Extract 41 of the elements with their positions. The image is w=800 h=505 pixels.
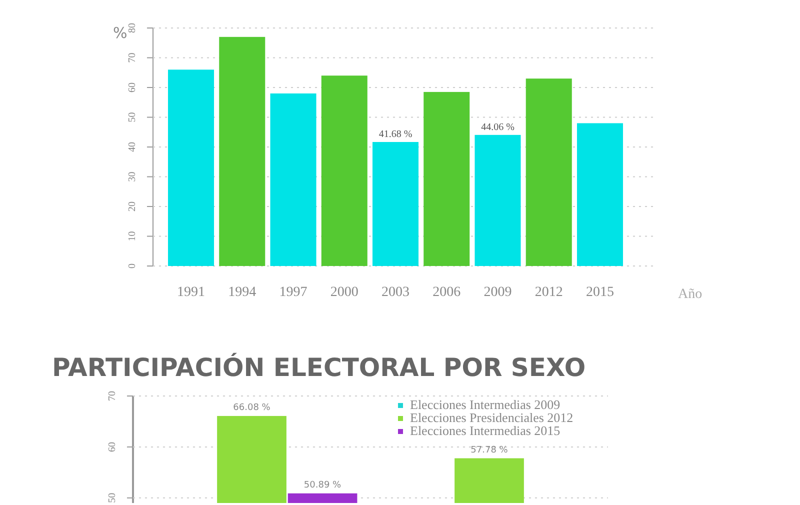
bar xyxy=(168,70,214,266)
x-tick-label: 1991 xyxy=(177,285,206,300)
y-tick-label: 30 xyxy=(127,172,138,182)
bar xyxy=(321,76,368,266)
legend-label: Elecciones Intermedias 2015 xyxy=(410,423,560,438)
y-tick-label: 80 xyxy=(127,23,138,33)
bar xyxy=(576,123,623,266)
chart-title: PARTICIPACIÓN ELECTORAL POR SEXO xyxy=(52,352,586,382)
bar xyxy=(372,142,419,266)
x-tick-label: 2003 xyxy=(382,285,410,300)
bar xyxy=(424,92,470,266)
bar xyxy=(474,134,521,266)
data-label: 57.78 % xyxy=(470,445,508,456)
y-tick-label: 10 xyxy=(127,231,138,242)
y-tick-label: 40 xyxy=(127,142,138,152)
y-tick-label: 50 xyxy=(127,112,138,122)
y-tick-label: 70 xyxy=(127,52,138,63)
y-axis-title: % xyxy=(113,24,128,42)
legend-label: Elecciones Intermedias 2009 xyxy=(410,397,560,412)
x-tick-label: 2012 xyxy=(534,285,563,300)
data-label: 50.89 % xyxy=(304,480,342,490)
x-tick-label: 1994 xyxy=(228,285,256,300)
y-tick-label: 70 xyxy=(107,391,118,401)
y-tick-label: 50 xyxy=(107,492,118,503)
data-label: 41.68 % xyxy=(378,129,412,140)
x-tick-label: 1997 xyxy=(279,285,308,300)
legend-label: Elecciones Presidenciales 2012 xyxy=(410,410,574,425)
x-tick-label: 2015 xyxy=(586,285,614,300)
bar xyxy=(270,93,316,266)
data-label: 44.06 % xyxy=(481,122,514,133)
x-tick-label: 2000 xyxy=(330,285,358,300)
y-tick-label: 60 xyxy=(127,82,138,92)
data-label: 66.08 % xyxy=(233,402,271,413)
bar xyxy=(219,36,266,266)
y-tick-label: 0 xyxy=(127,264,138,268)
x-axis-title: Año xyxy=(678,287,702,302)
x-tick-label: 2009 xyxy=(484,285,512,300)
bar xyxy=(526,78,572,266)
y-tick-label: 60 xyxy=(107,442,118,452)
x-tick-label: 2006 xyxy=(432,285,461,300)
y-tick-label: 20 xyxy=(127,202,138,212)
